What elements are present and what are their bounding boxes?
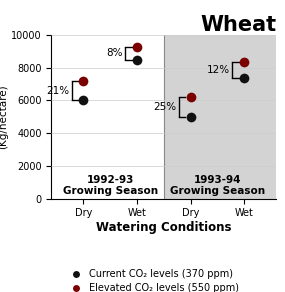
- Text: 21%: 21%: [46, 86, 69, 96]
- Legend: Current CO₂ levels (370 ppm), Elevated CO₂ levels (550 ppm): Current CO₂ levels (370 ppm), Elevated C…: [62, 265, 243, 292]
- Text: 8%: 8%: [106, 48, 123, 58]
- Text: 1992-93
Growing Season: 1992-93 Growing Season: [63, 175, 158, 196]
- Bar: [51, 35, 164, 199]
- Bar: [164, 35, 276, 199]
- Text: Wheat: Wheat: [200, 15, 276, 35]
- Text: 12%: 12%: [207, 65, 230, 75]
- X-axis label: Watering Conditions: Watering Conditions: [96, 221, 232, 234]
- Text: 1993-94
Growing Season: 1993-94 Growing Season: [170, 175, 265, 196]
- Text: 25%: 25%: [153, 102, 176, 112]
- Y-axis label: Grain Yield
(Kg/hectare): Grain Yield (Kg/hectare): [0, 84, 8, 149]
